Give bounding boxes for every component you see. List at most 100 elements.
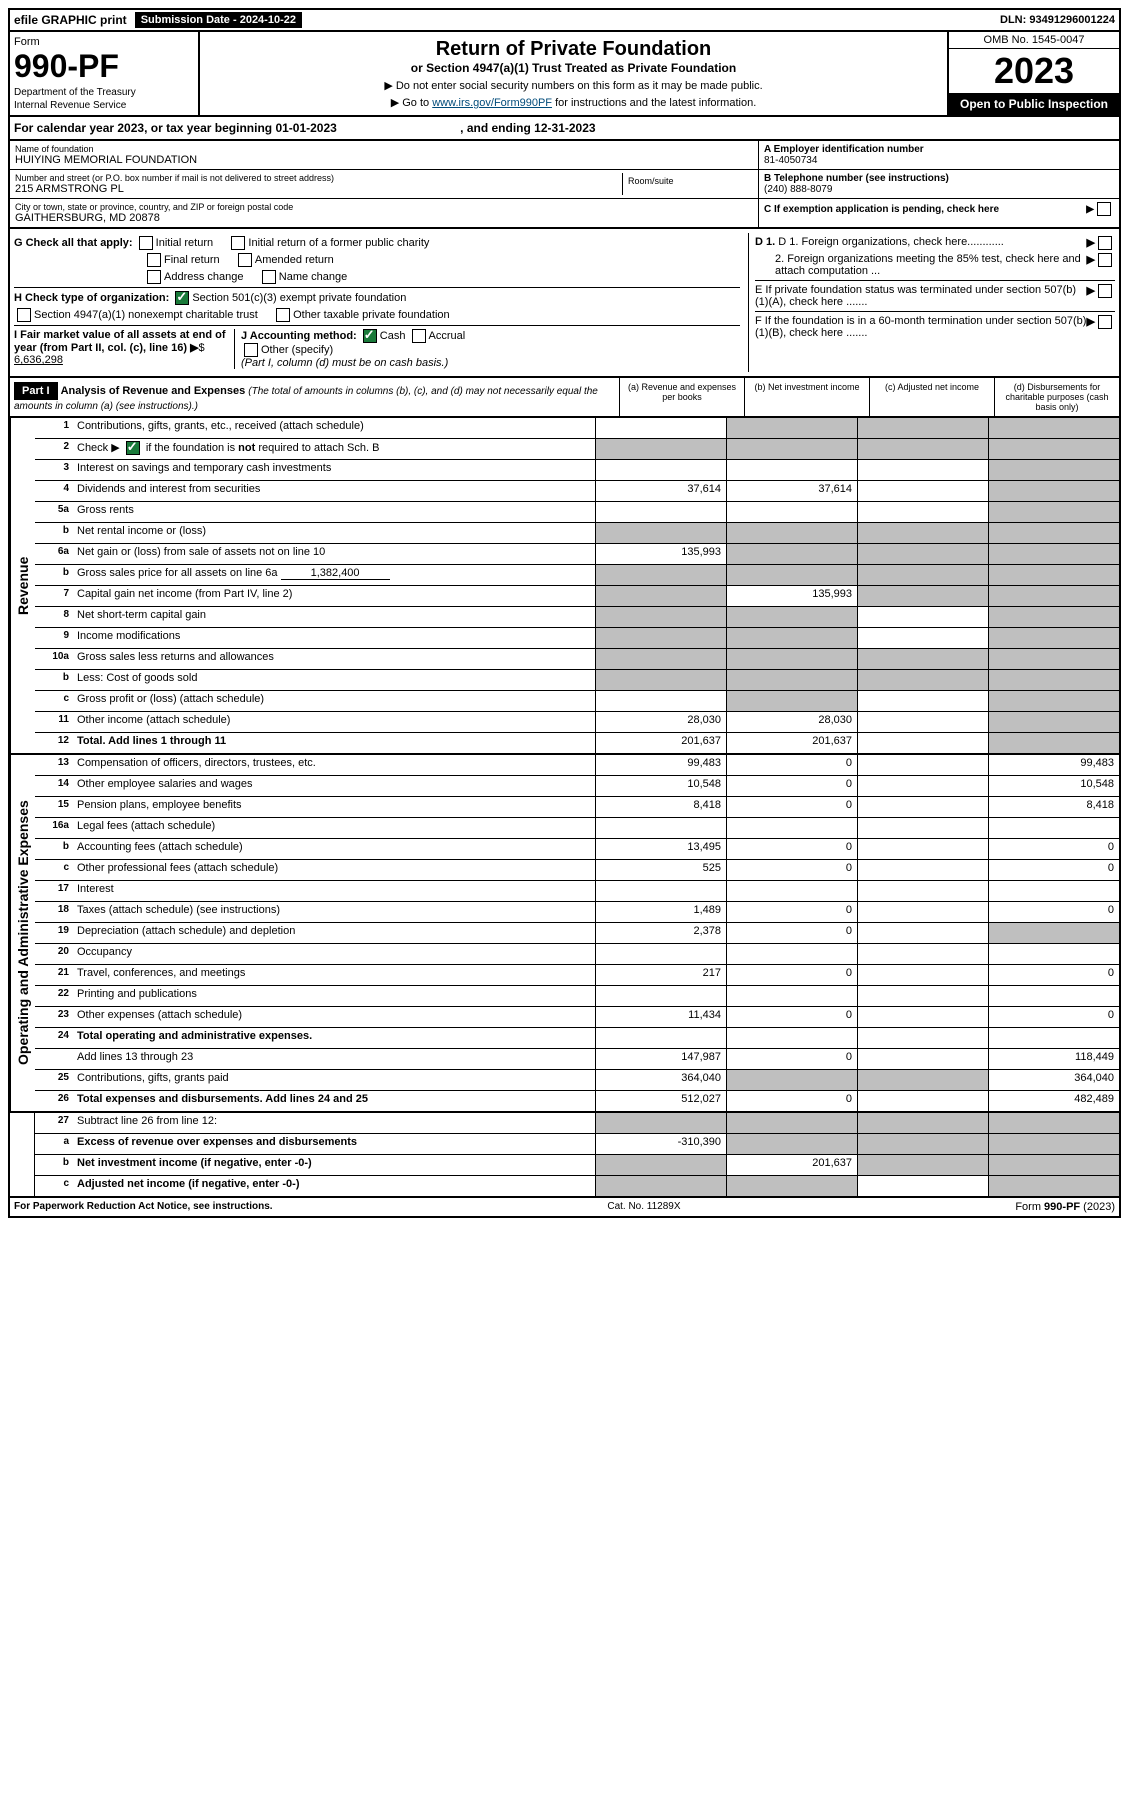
arrow-icon: ▶ <box>1086 204 1094 215</box>
d1-checkbox[interactable] <box>1098 236 1112 250</box>
submission-date: Submission Date - 2024-10-22 <box>135 12 302 28</box>
initial-return-checkbox[interactable] <box>139 236 153 250</box>
j1: Cash <box>380 330 406 342</box>
form-number: 990-PF <box>14 48 194 85</box>
501c3-checkbox[interactable] <box>175 291 189 305</box>
accrual-checkbox[interactable] <box>412 329 426 343</box>
d1: D 1. Foreign organizations, check here..… <box>778 236 1004 248</box>
d2-checkbox[interactable] <box>1098 253 1112 267</box>
h3: Other taxable private foundation <box>293 309 450 321</box>
initial-former-checkbox[interactable] <box>231 236 245 250</box>
exemption-checkbox[interactable] <box>1097 202 1111 216</box>
city-state-zip: GAITHERSBURG, MD 20878 <box>15 212 753 224</box>
tax-year: 2023 <box>949 49 1119 93</box>
schb-checkbox[interactable] <box>126 441 140 455</box>
paperwork-notice: For Paperwork Reduction Act Notice, see … <box>14 1201 273 1213</box>
line27-section: 27Subtract line 26 from line 12: aExcess… <box>8 1113 1121 1198</box>
info-right: A Employer identification number 81-4050… <box>758 141 1119 227</box>
table-row: bNet rental income or (loss) <box>35 523 1119 544</box>
addr-label: Number and street (or P.O. box number if… <box>15 173 622 183</box>
table-row: 11Other income (attach schedule)28,03028… <box>35 712 1119 733</box>
street-address: 215 ARMSTRONG PL <box>15 183 622 195</box>
table-row: 26Total expenses and disbursements. Add … <box>35 1091 1119 1111</box>
table-row: 23Other expenses (attach schedule)11,434… <box>35 1007 1119 1028</box>
table-row: 21Travel, conferences, and meetings21700 <box>35 965 1119 986</box>
i-block: I Fair market value of all assets at end… <box>14 329 234 369</box>
check-section: G Check all that apply: Initial return I… <box>8 229 1121 378</box>
other-method-checkbox[interactable] <box>244 343 258 357</box>
link-line: ▶ Go to www.irs.gov/Form990PF for instru… <box>206 96 941 109</box>
h-label: H Check type of organization: <box>14 292 169 304</box>
col-b-head: (b) Net investment income <box>744 378 869 416</box>
table-row: 19Depreciation (attach schedule) and dep… <box>35 923 1119 944</box>
table-row: 13Compensation of officers, directors, t… <box>35 755 1119 776</box>
other-taxable-checkbox[interactable] <box>276 308 290 322</box>
table-row: 17Interest <box>35 881 1119 902</box>
cash-checkbox[interactable] <box>363 329 377 343</box>
table-row: 25Contributions, gifts, grants paid364,0… <box>35 1070 1119 1091</box>
ssn-warning: ▶ Do not enter social security numbers o… <box>206 79 941 92</box>
f-checkbox[interactable] <box>1098 315 1112 329</box>
irs-link[interactable]: www.irs.gov/Form990PF <box>432 97 552 109</box>
table-row: 5aGross rents <box>35 502 1119 523</box>
calendar-year-row: For calendar year 2023, or tax year begi… <box>8 117 1121 141</box>
fmv-value: 6,636,298 <box>14 354 63 366</box>
ein-label: A Employer identification number <box>764 144 1114 155</box>
table-row: bLess: Cost of goods sold <box>35 670 1119 691</box>
arrow-icon: ▶ <box>1087 253 1095 277</box>
form-title: Return of Private Foundation <box>206 38 941 61</box>
part1-header-row: Part I Analysis of Revenue and Expenses … <box>8 378 1121 418</box>
exemption-row: C If exemption application is pending, c… <box>759 199 1119 219</box>
table-row: bGross sales price for all assets on lin… <box>35 565 1119 586</box>
e-row: E If private foundation status was termi… <box>755 280 1115 308</box>
j-label: J Accounting method: <box>241 330 357 342</box>
table-row: 27Subtract line 26 from line 12: <box>35 1113 1119 1134</box>
g2: Initial return of a former public charit… <box>248 237 429 249</box>
table-row: 14Other employee salaries and wages10,54… <box>35 776 1119 797</box>
part1-title: Analysis of Revenue and Expenses <box>61 385 249 397</box>
d2-row: 2. Foreign organizations meeting the 85%… <box>755 253 1115 277</box>
table-row: 16aLegal fees (attach schedule) <box>35 818 1119 839</box>
revenue-section: Revenue 1Contributions, gifts, grants, e… <box>8 418 1121 755</box>
g3: Final return <box>164 254 220 266</box>
g5: Address change <box>164 271 244 283</box>
col-d-head: (d) Disbursements for charitable purpose… <box>994 378 1119 416</box>
inspection-label: Open to Public Inspection <box>949 93 1119 115</box>
e: E If private foundation status was termi… <box>755 284 1087 308</box>
line27-body: 27Subtract line 26 from line 12: aExcess… <box>35 1113 1119 1196</box>
e-checkbox[interactable] <box>1098 284 1112 298</box>
part1-tag: Part I <box>14 382 58 400</box>
dept-irs: Internal Revenue Service <box>14 100 194 111</box>
table-row: aExcess of revenue over expenses and dis… <box>35 1134 1119 1155</box>
amended-return-checkbox[interactable] <box>238 253 252 267</box>
table-row: 24Total operating and administrative exp… <box>35 1028 1119 1049</box>
table-row: 20Occupancy <box>35 944 1119 965</box>
cal-year-end: , and ending 12-31-2023 <box>460 121 595 135</box>
arrow-icon: ▶ <box>1087 236 1095 250</box>
table-row: 8Net short-term capital gain <box>35 607 1119 628</box>
address-change-checkbox[interactable] <box>147 270 161 284</box>
table-row: 15Pension plans, employee benefits8,4180… <box>35 797 1119 818</box>
4947-checkbox[interactable] <box>17 308 31 322</box>
room-suite: Room/suite <box>622 173 753 195</box>
table-row: 3Interest on savings and temporary cash … <box>35 460 1119 481</box>
final-return-checkbox[interactable] <box>147 253 161 267</box>
j2: Accrual <box>429 330 466 342</box>
arrow-icon: ▶ <box>1087 284 1095 308</box>
g6: Name change <box>279 271 348 283</box>
expenses-body: 13Compensation of officers, directors, t… <box>35 755 1119 1111</box>
j-block: J Accounting method: Cash Accrual Other … <box>234 329 740 369</box>
header-center: Return of Private Foundation or Section … <box>200 32 947 115</box>
exemption-label: C If exemption application is pending, c… <box>764 204 1086 215</box>
name-change-checkbox[interactable] <box>262 270 276 284</box>
ein-value: 81-4050734 <box>764 155 1114 166</box>
table-row: 4Dividends and interest from securities3… <box>35 481 1119 502</box>
check-right: D 1. D 1. Foreign organizations, check h… <box>748 233 1115 372</box>
form-header: Form 990-PF Department of the Treasury I… <box>8 32 1121 117</box>
goto-suffix: for instructions and the latest informat… <box>555 97 756 109</box>
phone-label: B Telephone number (see instructions) <box>764 173 1114 184</box>
name-row: Name of foundation HUIYING MEMORIAL FOUN… <box>10 141 758 170</box>
name-label: Name of foundation <box>15 144 753 154</box>
f: F If the foundation is in a 60-month ter… <box>755 315 1087 339</box>
table-row: bAccounting fees (attach schedule)13,495… <box>35 839 1119 860</box>
